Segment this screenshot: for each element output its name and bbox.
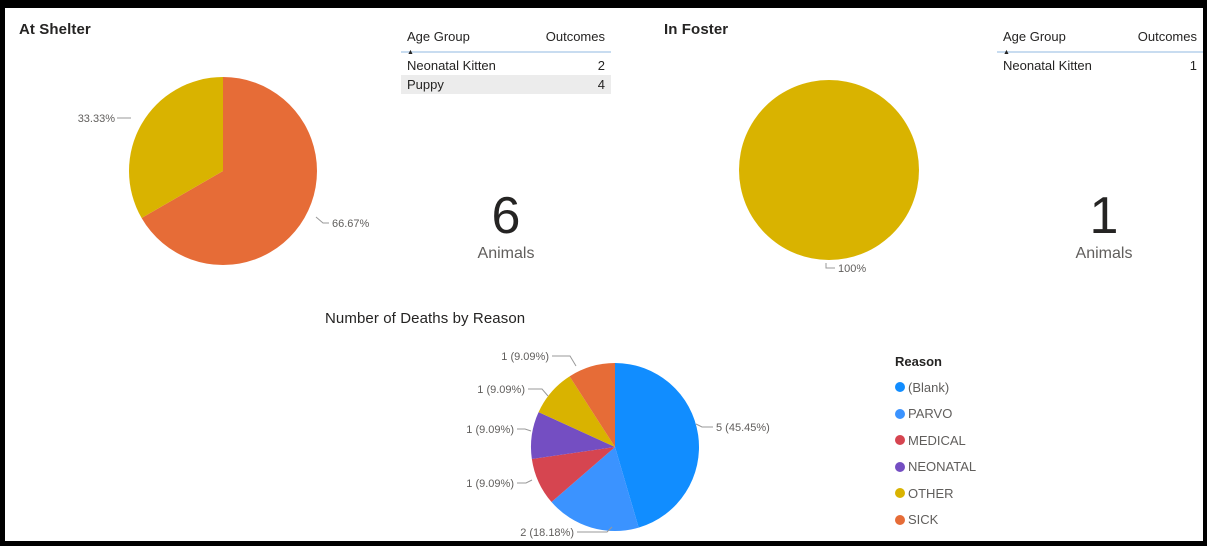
data-label-leader	[695, 423, 713, 428]
foster-count-label: Animals	[1075, 245, 1133, 262]
legend-dot-icon	[895, 435, 905, 446]
data-label: 100%	[838, 263, 866, 275]
legend-item[interactable]: OTHER	[895, 480, 976, 507]
data-label: 66.67%	[332, 218, 370, 230]
row-value: 1	[1189, 58, 1197, 73]
legend-label: SICK	[908, 512, 939, 528]
data-label: 5 (45.45%)	[716, 422, 770, 434]
row-value: 4	[597, 77, 605, 92]
shelter-pie-chart: 66.67% 33.33%	[78, 76, 370, 265]
shelter-count-label: Animals	[477, 245, 535, 262]
row-value: 2	[597, 58, 605, 73]
col-age-group-header[interactable]: Age Group ▲	[1003, 27, 1066, 63]
pie-slice[interactable]	[538, 376, 615, 447]
table-row[interactable]: Puppy 4	[401, 75, 611, 94]
pie-slice[interactable]	[569, 363, 615, 447]
shelter-age-table: Age Group ▲ Outcomes Neonatal Kitten 2 P…	[401, 27, 611, 94]
shelter-title: At Shelter	[19, 21, 91, 38]
legend-title: Reason	[895, 354, 942, 369]
foster-age-table: Age Group ▲ Outcomes Neonatal Kitten 1	[997, 27, 1203, 75]
row-label: Neonatal Kitten	[1003, 58, 1092, 73]
deaths-legend: Reason (Blank) PARVO MEDICAL NEONATAL OTHER S…	[895, 354, 976, 533]
pie-slice[interactable]	[531, 447, 615, 503]
table-row[interactable]: Neonatal Kitten 1	[997, 56, 1203, 75]
legend-item[interactable]: (Blank)	[895, 374, 976, 401]
legend-label: OTHER	[908, 485, 954, 501]
legend-dot-icon	[895, 514, 905, 525]
legend-label: (Blank)	[908, 379, 950, 395]
pie-slice[interactable]	[615, 363, 699, 528]
data-label-leader	[577, 526, 613, 533]
data-label-leader	[825, 263, 835, 269]
data-label: 1 (9.09%)	[466, 478, 514, 490]
sort-up-icon: ▲	[407, 49, 414, 56]
pie-slice[interactable]	[739, 80, 919, 260]
data-label-leader	[517, 479, 533, 484]
table-header: Age Group ▲ Outcomes	[401, 27, 611, 56]
pie-slice[interactable]	[531, 412, 615, 459]
col-outcomes-header[interactable]: Outcomes	[545, 29, 605, 44]
legend-dot-icon	[895, 408, 905, 419]
legend-item[interactable]: PARVO	[895, 401, 976, 428]
col-age-group-header[interactable]: Age Group ▲	[407, 27, 470, 63]
legend-dot-icon	[895, 461, 905, 472]
data-label-leader	[552, 355, 577, 367]
data-label-leader	[517, 428, 532, 432]
pie-slice[interactable]	[551, 447, 639, 531]
data-label: 1 (9.09%)	[501, 351, 549, 363]
data-label: 1 (9.09%)	[477, 384, 525, 396]
deaths-pie-chart: 5 (45.45%) 2 (18.18%) 1 (9.09%) 1 (9.09%) 1 …	[466, 351, 770, 539]
pie-slice[interactable]	[141, 77, 317, 265]
legend-label: PARVO	[908, 406, 953, 422]
legend-item[interactable]: MEDICAL	[895, 427, 976, 454]
row-label: Neonatal Kitten	[407, 58, 496, 73]
legend-item[interactable]: NEONATAL	[895, 454, 976, 481]
legend-dot-icon	[895, 382, 905, 393]
pie-slice[interactable]	[129, 76, 223, 218]
row-label: Puppy	[407, 77, 444, 92]
foster-count-value: 1	[1089, 187, 1119, 245]
foster-pie-chart: 100%	[739, 80, 919, 275]
report-canvas: At Shelter 66.67% 33.33% Age Group ▲ Outc…	[5, 8, 1203, 541]
legend-item[interactable]: SICK	[895, 507, 976, 534]
legend-label: NEONATAL	[908, 459, 977, 475]
col-outcomes-header[interactable]: Outcomes	[1137, 29, 1197, 44]
data-label: 2 (18.18%)	[520, 527, 574, 539]
shelter-count-value: 6	[491, 187, 521, 245]
data-label: 33.33%	[78, 113, 116, 125]
sort-up-icon: ▲	[1003, 49, 1010, 56]
table-row[interactable]: Neonatal Kitten 2	[401, 56, 611, 75]
data-label-leader	[528, 388, 549, 397]
table-header: Age Group ▲ Outcomes	[997, 27, 1203, 56]
deaths-chart-title: Number of Deaths by Reason	[325, 310, 526, 327]
legend-dot-icon	[895, 488, 905, 499]
data-label-leader	[315, 216, 329, 224]
legend-label: MEDICAL	[908, 432, 966, 448]
foster-title: In Foster	[664, 21, 729, 38]
data-label: 1 (9.09%)	[466, 424, 514, 436]
